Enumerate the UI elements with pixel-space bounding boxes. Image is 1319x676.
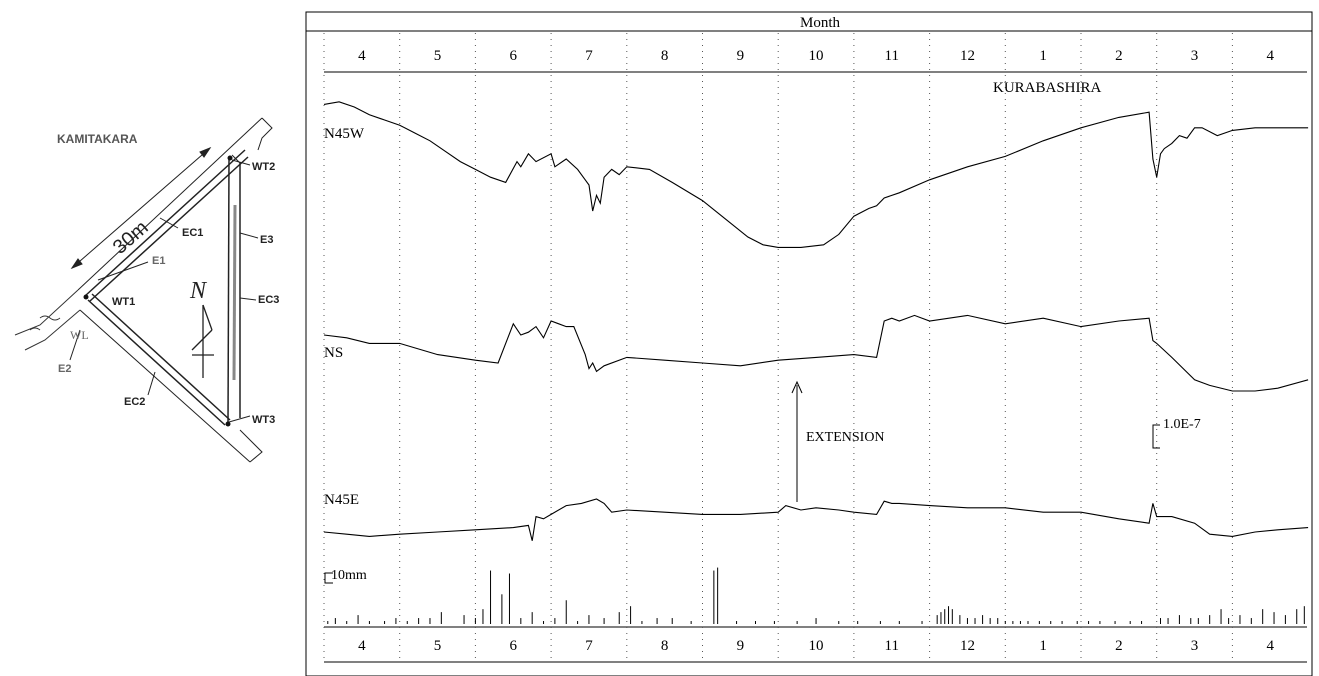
month-tick-label-bottom: 2 — [1115, 638, 1123, 654]
month-tick-label-top: 6 — [510, 48, 518, 64]
ne-tunnel-arm — [77, 117, 273, 302]
month-tick-label-top: 2 — [1115, 48, 1123, 64]
month-tick-label-bottom: 12 — [960, 638, 975, 654]
bottom-month-labels: 4 5 6 7 8 9 10 11 12 1 2 3 4 — [358, 638, 1274, 654]
precip-scale-label: 10mm — [331, 568, 367, 583]
month-tick-label-top: 3 — [1191, 48, 1199, 64]
site-name-label: KAMITAKARA — [57, 132, 138, 146]
series-line-n45e — [323, 498, 1309, 541]
month-tick-label-bottom: 6 — [510, 638, 518, 654]
month-tick-label-top: 9 — [737, 48, 745, 64]
se-tunnel-arm — [79, 293, 263, 463]
month-tick-label-bottom: 11 — [885, 638, 899, 654]
station-label: KURABASHIRA — [993, 80, 1102, 96]
extension-arrow — [791, 380, 803, 502]
ns-extensometer-line — [227, 157, 241, 426]
extension-label: EXTENSION — [806, 430, 885, 445]
series-label-n45e: N45E — [324, 492, 359, 508]
month-tick-label-top: 5 — [434, 48, 442, 64]
wl-label: WL — [70, 328, 89, 342]
month-tick-label-bottom: 3 — [1191, 638, 1199, 654]
month-tick-label-bottom: 9 — [737, 638, 745, 654]
wt2-label: WT2 — [252, 161, 275, 173]
month-tick-label-bottom: 1 — [1039, 638, 1047, 654]
strain-scale-label: 1.0E-7 — [1163, 417, 1201, 432]
series-label-n45w: N45W — [324, 126, 365, 142]
month-tick-label-bottom: 8 — [661, 638, 669, 654]
leader-lines — [69, 159, 259, 423]
north-arrow-icon: N — [189, 278, 214, 378]
series-line-ns — [323, 314, 1309, 392]
month-tick-label-top: 10 — [809, 48, 824, 64]
wt3-point — [225, 421, 231, 427]
top-month-labels: 4 5 6 7 8 9 10 11 12 1 2 3 4 — [358, 48, 1274, 64]
wt2-point — [227, 155, 233, 161]
month-tick-label-top: 4 — [358, 48, 366, 64]
wt1-point — [83, 294, 89, 300]
instrument-layout-diagram: 30m KAMITAKARA WT1 WT2 WT3 EC1 EC2 EC3 E… — [14, 117, 279, 463]
month-tick-label-top: 4 — [1267, 48, 1275, 64]
month-tick-label-top: 11 — [885, 48, 899, 64]
ec1-label: EC1 — [182, 227, 203, 239]
month-tick-label-bottom: 5 — [434, 638, 442, 654]
series-line-n45w — [323, 101, 1309, 248]
wt1-label: WT1 — [112, 296, 135, 308]
dimension-arrow — [70, 146, 212, 270]
series-label-ns: NS — [324, 345, 343, 361]
ec3-label: EC3 — [258, 294, 279, 306]
e3-label: E3 — [260, 234, 273, 246]
e1-label: E1 — [152, 255, 165, 267]
svg-text:N: N — [189, 278, 208, 304]
month-tick-label-bottom: 4 — [1267, 638, 1275, 654]
plot-frame — [305, 11, 1313, 676]
month-tick-label-bottom: 4 — [358, 638, 366, 654]
month-tick-label-top: 8 — [661, 48, 669, 64]
month-tick-label-bottom: 7 — [585, 638, 593, 654]
entrance-stub — [14, 289, 81, 351]
month-grid-lines — [323, 33, 1233, 660]
month-tick-label-top: 7 — [585, 48, 593, 64]
e2-label: E2 — [58, 363, 71, 375]
month-tick-label-bottom: 10 — [809, 638, 824, 654]
strain-scale-bar — [1152, 424, 1160, 449]
precip-scale-bar — [324, 572, 333, 584]
month-tick-label-top: 12 — [960, 48, 975, 64]
month-tick-label-top: 1 — [1039, 48, 1047, 64]
precipitation-bars — [327, 567, 1305, 624]
chart-title: Month — [800, 15, 841, 31]
series-group — [323, 101, 1309, 541]
wt3-label: WT3 — [252, 414, 275, 426]
ec2-label: EC2 — [124, 396, 145, 408]
